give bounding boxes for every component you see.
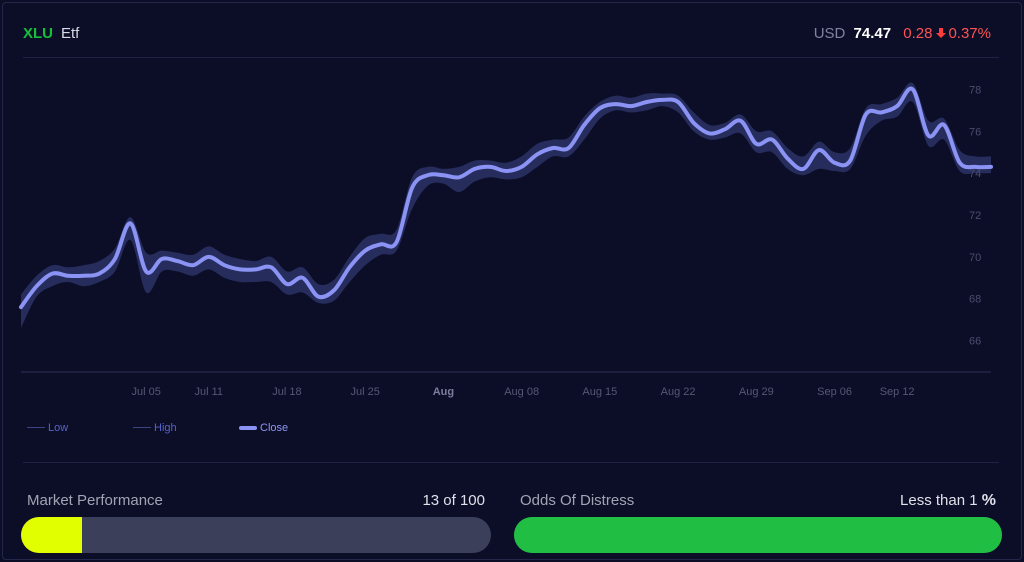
- odds-of-distress-value-text: Less than 1: [900, 492, 978, 509]
- x-tick-label: Jul 11: [194, 386, 223, 398]
- price-chart: 66 68 70 72 74 76 78 Jul 05 Jul 11 Jul 18 Jul 25 A…: [19, 82, 993, 398]
- market-performance-label: Market Performance: [27, 492, 163, 509]
- legend-swatch-low: [27, 427, 45, 428]
- close-series-line: [19, 86, 993, 310]
- legend-swatch-high: [133, 427, 151, 428]
- market-performance-bar: [21, 517, 491, 553]
- legend-item-low[interactable]: Low: [27, 422, 68, 434]
- market-performance-bar-fill: [21, 517, 83, 553]
- price-change: 0.28: [903, 25, 933, 42]
- down-arrow-icon: [936, 28, 947, 38]
- x-tick-label: Sep 12: [880, 386, 915, 398]
- high-low-area: [21, 82, 991, 328]
- market-performance-metric: Market Performance 13 of 100: [21, 489, 491, 559]
- price-change-percent: 0.37%: [948, 25, 991, 42]
- legend-item-high[interactable]: High: [133, 422, 177, 434]
- market-performance-value: 13 of 100: [422, 492, 485, 509]
- odds-of-distress-bar-fill: [514, 517, 1002, 553]
- legend-divider: [23, 462, 999, 463]
- y-tick-label: 78: [969, 84, 981, 96]
- x-tick-label: Jul 05: [131, 386, 160, 398]
- legend-label-close: Close: [260, 422, 289, 434]
- ticker-kind: Etf: [61, 25, 80, 42]
- x-tick-label: Aug: [433, 386, 454, 398]
- x-tick-label: Jul 25: [351, 386, 380, 398]
- x-axis-ticks: Jul 05 Jul 11 Jul 18 Jul 25 Aug Aug 08 Aug 15 A…: [131, 386, 914, 398]
- price: 74.47: [853, 25, 892, 42]
- x-tick-label: Aug 15: [582, 386, 617, 398]
- y-tick-label: 74: [969, 168, 981, 180]
- y-tick-label: 72: [969, 210, 981, 222]
- odds-of-distress-value: Less than 1 %: [900, 492, 996, 510]
- currency: USD: [813, 25, 846, 42]
- x-tick-label: Aug 22: [661, 386, 696, 398]
- x-tick-label: Aug 29: [739, 386, 774, 398]
- percent-sign: %: [981, 492, 996, 509]
- legend-item-close[interactable]: Close: [239, 422, 288, 434]
- quote: USD 74.47 0.28 0.37%: [814, 25, 991, 42]
- y-tick-label: 76: [969, 126, 981, 138]
- y-tick-label: 68: [969, 294, 981, 306]
- close-line-layer: [19, 86, 993, 310]
- header: XLU Etf USD 74.47 0.28 0.37%: [23, 25, 991, 47]
- odds-of-distress-metric: Odds Of Distress Less than 1 %: [514, 489, 1002, 559]
- ticker-symbol: XLU: [23, 25, 53, 42]
- high-low-band: [21, 82, 991, 328]
- x-tick-label: Sep 06: [817, 386, 852, 398]
- odds-of-distress-bar: [514, 517, 1002, 553]
- legend-label-high: High: [154, 422, 177, 434]
- odds-of-distress-label: Odds Of Distress: [520, 492, 635, 509]
- ticker: XLU Etf: [23, 25, 79, 42]
- legend-swatch-close: [239, 426, 257, 430]
- x-tick-label: Jul 18: [272, 386, 301, 398]
- x-tick-label: Aug 08: [504, 386, 539, 398]
- y-tick-label: 66: [969, 336, 981, 348]
- y-axis-ticks: 66 68 70 72 74 76 78: [969, 84, 981, 347]
- header-divider: [23, 57, 999, 58]
- y-tick-label: 70: [969, 252, 981, 264]
- legend-label-low: Low: [48, 422, 69, 434]
